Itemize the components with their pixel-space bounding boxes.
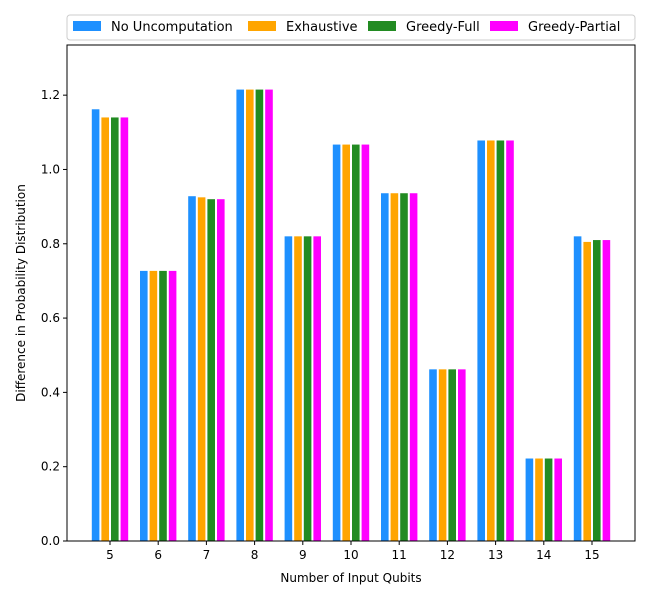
bar-6-3 [168, 270, 177, 541]
bar-12-2 [448, 369, 456, 541]
bar-8-3 [265, 89, 273, 541]
bar-12-3 [458, 369, 466, 541]
bar-14-0 [525, 458, 534, 541]
legend-label-2: Greedy-Full [406, 20, 480, 35]
y-tick-label: 0.6 [41, 311, 60, 325]
x-tick-label: 5 [106, 548, 114, 562]
x-tick-label: 12 [440, 548, 455, 562]
bar-9-2 [303, 236, 312, 541]
bar-6-2 [159, 270, 167, 541]
bar-15-0 [573, 236, 582, 541]
bars-layer [91, 89, 611, 542]
bar-5-1 [101, 117, 109, 541]
bar-8-0 [236, 89, 244, 541]
bar-11-0 [381, 193, 389, 542]
bar-14-3 [554, 458, 562, 541]
y-tick-label: 1.2 [41, 88, 60, 102]
bar-11-2 [400, 193, 408, 542]
bar-5-2 [111, 117, 119, 541]
bar-9-1 [294, 236, 302, 541]
y-axis-label: Difference in Probability Distribution [14, 184, 28, 402]
bar-15-2 [593, 240, 601, 541]
bar-6-0 [140, 270, 148, 541]
bar-8-2 [255, 89, 264, 541]
y-axis-ticks: 0.0 0.2 0.4 0.6 0.8 1.0 1.2 [41, 88, 67, 548]
x-tick-label: 11 [392, 548, 407, 562]
bar-5-3 [120, 117, 129, 541]
plot-frame [66, 44, 636, 542]
bar-13-2 [496, 140, 505, 542]
legend-swatch-2 [368, 21, 396, 31]
bar-7-0 [188, 196, 196, 541]
bar-14-2 [544, 458, 553, 541]
bar-7-2 [207, 199, 215, 541]
x-axis-ticks: 5 6 7 8 9 10 11 12 13 14 15 [106, 541, 600, 562]
x-axis-label: Number of Input Qubits [280, 571, 421, 585]
x-tick-label: 15 [584, 548, 599, 562]
legend-label-1: Exhaustive [286, 20, 358, 35]
bar-13-1 [487, 140, 495, 542]
x-tick-label: 7 [203, 548, 211, 562]
bar-9-3 [313, 236, 321, 541]
x-tick-label: 10 [343, 548, 358, 562]
x-tick-label: 14 [536, 548, 551, 562]
bar-10-3 [361, 144, 370, 541]
bar-9-0 [284, 236, 293, 541]
x-tick-label: 13 [488, 548, 503, 562]
legend: No Uncomputation Exhaustive Greedy-Full Gre… [66, 14, 636, 41]
bar-8-1 [246, 89, 254, 541]
bar-12-1 [438, 369, 447, 541]
bar-7-3 [217, 199, 225, 541]
legend-swatch-0 [73, 21, 101, 31]
bar-13-3 [506, 140, 514, 542]
bar-11-1 [390, 193, 399, 542]
x-tick-label: 8 [251, 548, 259, 562]
bar-11-3 [409, 193, 418, 542]
bar-15-3 [602, 240, 611, 541]
bar-5-0 [91, 109, 100, 541]
bar-10-2 [352, 144, 360, 541]
x-tick-label: 9 [299, 548, 307, 562]
y-tick-label: 0.0 [41, 534, 60, 548]
bar-10-0 [332, 144, 341, 541]
legend-label-3: Greedy-Partial [528, 20, 620, 35]
legend-label-0: No Uncomputation [111, 20, 233, 35]
y-tick-label: 0.2 [41, 460, 60, 474]
bar-15-1 [583, 241, 591, 541]
legend-swatch-3 [490, 21, 518, 31]
bar-7-1 [197, 197, 206, 541]
bar-14-1 [535, 458, 543, 541]
bar-13-0 [477, 140, 485, 542]
bar-12-0 [429, 369, 437, 541]
bar-6-1 [149, 270, 158, 541]
y-tick-label: 1.0 [41, 162, 60, 176]
y-tick-label: 0.4 [41, 385, 60, 399]
x-tick-label: 6 [154, 548, 162, 562]
y-tick-label: 0.8 [41, 237, 60, 251]
legend-swatch-1 [248, 21, 276, 31]
bar-10-1 [342, 144, 350, 541]
